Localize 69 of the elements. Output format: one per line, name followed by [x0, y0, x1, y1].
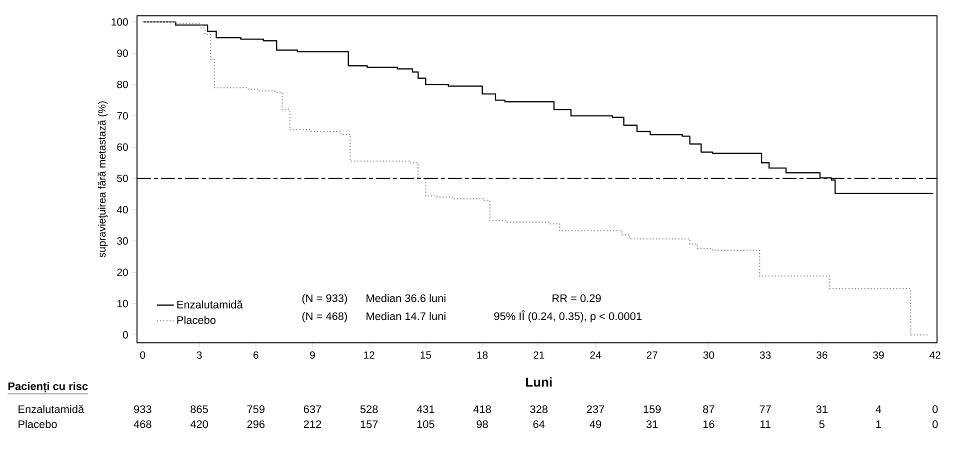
x-axis-title: Luni [526, 377, 552, 387]
text: 98 [476, 420, 488, 428]
y-tick-label: 100 [112, 18, 128, 26]
x-tick-label: 3 [196, 351, 202, 359]
x-tick-label: 18 [477, 351, 488, 359]
annotation: (N = 933) [302, 294, 347, 304]
annotation: RR = 0.29 [552, 294, 601, 302]
text: 0 [932, 405, 938, 414]
x-tick-label: 6 [254, 351, 258, 359]
text: 16 [703, 420, 714, 428]
text: 296 [247, 420, 265, 428]
text: Enzalutamidă [18, 404, 84, 414]
annotation: 95% IÎ (0.24, 0.35), p < 0.0001 [494, 310, 642, 322]
text: 4 [876, 405, 882, 413]
y-tick-label: 90 [117, 50, 128, 57]
legend-label: Enzalutamidă [177, 300, 243, 308]
x-tick-label: 36 [816, 351, 828, 359]
text: 759 [247, 405, 264, 414]
annotation: (N = 468) [302, 312, 347, 322]
annotation: Median 14.7 luni [366, 312, 446, 320]
y-tick-label: 70 [117, 112, 128, 120]
text: 5 [819, 420, 824, 428]
text: 64 [533, 420, 545, 428]
y-tick-label: 50 [117, 174, 128, 182]
text: 11 [760, 420, 770, 428]
y-tick-label: 60 [117, 143, 128, 151]
text: 431 [416, 405, 434, 414]
text: 49 [590, 420, 602, 428]
x-tick-label: 42 [930, 351, 940, 359]
text: 105 [417, 420, 434, 428]
text: 31 [646, 420, 658, 428]
text: 212 [304, 420, 322, 428]
text: 159 [644, 405, 661, 414]
y-tick-label: 0 [122, 331, 128, 339]
text: 328 [530, 405, 548, 414]
text: Pacienți cu risc [8, 382, 88, 393]
text: 31 [816, 405, 828, 414]
text: 237 [586, 405, 604, 414]
x-tick-label: 12 [364, 351, 374, 359]
x-tick-label: 39 [873, 351, 884, 359]
x-tick-label: 24 [590, 351, 601, 359]
text: 468 [134, 420, 152, 428]
y-tick-label: 30 [117, 237, 128, 245]
text: 1 [876, 420, 882, 428]
x-tick-label: 0 [140, 351, 146, 359]
text: 87 [703, 405, 714, 414]
x-tick-label: 27 [646, 351, 658, 359]
y-tick-label: 40 [116, 206, 128, 214]
x-tick-label: 15 [420, 351, 432, 359]
text: 420 [190, 420, 208, 428]
y-tick-label: 80 [117, 80, 128, 88]
y-axis-title: supravieţuirea fără metastază (%) [98, 101, 108, 258]
text: 933 [134, 405, 152, 414]
text: 418 [473, 405, 491, 414]
x-tick-label: 21 [534, 351, 544, 359]
legend-label: Placebo [177, 316, 216, 324]
text: 0 [932, 420, 938, 428]
text: Placebo [18, 420, 57, 428]
text: 528 [360, 405, 378, 414]
x-tick-label: 33 [760, 351, 771, 359]
y-tick-label: 10 [117, 300, 128, 308]
x-tick-label: 30 [703, 351, 714, 359]
y-tick-label: 20 [117, 268, 128, 276]
x-tick-label: 9 [310, 351, 315, 359]
text: 865 [190, 405, 208, 414]
text: 77 [760, 405, 771, 413]
annotation: Median 36.6 luni [366, 294, 446, 302]
text: 157 [360, 420, 378, 428]
text: 637 [304, 405, 322, 414]
